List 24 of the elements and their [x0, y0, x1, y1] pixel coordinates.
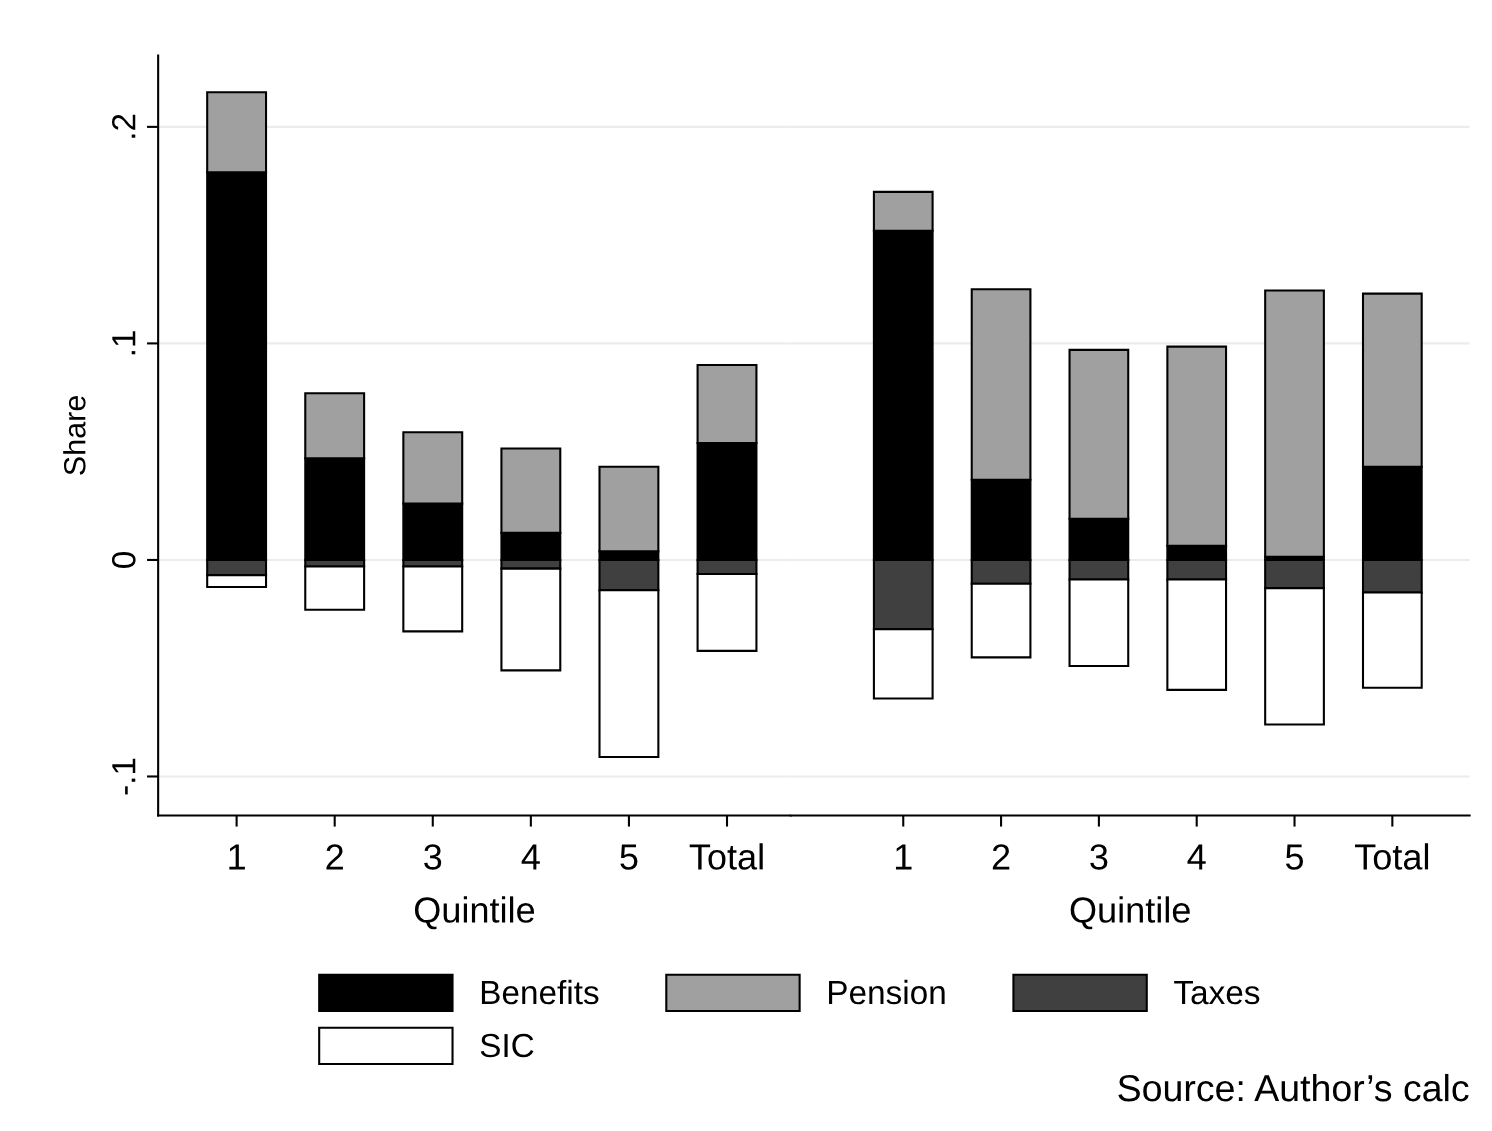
x-tick-label: 3 — [1090, 844, 1108, 870]
y-tick-label: -.1 — [112, 758, 136, 795]
x-tick-label: 4 — [521, 844, 540, 870]
x-tick-label: 1 — [229, 844, 245, 870]
x-tick-label: 2 — [992, 844, 1010, 870]
x-tick-label: 2 — [326, 844, 343, 870]
x-tick-label: Total — [1355, 843, 1429, 870]
y-tick-label: .1 — [112, 331, 136, 355]
legend-label: Pension — [829, 979, 945, 1005]
legend-label: Taxes — [1174, 981, 1260, 1005]
x-axis-title: Quintile — [414, 896, 535, 930]
x-tick-label: Total — [689, 843, 763, 870]
legend-label: Benefits — [481, 979, 599, 1005]
x-tick-label: 5 — [1285, 844, 1304, 870]
y-tick-label: .2 — [111, 114, 136, 138]
x-tick-label: 1 — [895, 844, 912, 870]
y-tick-label: 0 — [111, 551, 136, 568]
x-tick-label: 4 — [1187, 844, 1206, 870]
x-tick-label: 5 — [620, 844, 638, 870]
y-axis-title: Share — [63, 396, 86, 475]
x-axis-title: Quintile — [1070, 896, 1190, 930]
legend-label: SIC — [480, 1033, 534, 1058]
source-note: Source: Author’s calc — [1118, 1073, 1469, 1102]
x-tick-label: 3 — [424, 844, 442, 870]
